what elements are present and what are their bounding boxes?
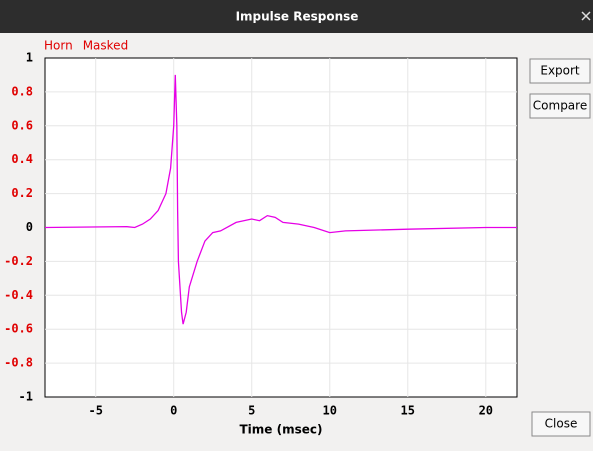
y-tick-label: 0.2 xyxy=(11,186,33,200)
legend-label: Horn xyxy=(44,39,73,53)
title-bar xyxy=(0,0,593,33)
y-tick-label: -0.8 xyxy=(4,356,33,370)
close-icon[interactable] xyxy=(581,11,591,21)
y-tick-label: 0.4 xyxy=(11,152,33,166)
legend-label: Masked xyxy=(83,39,128,53)
x-tick-label: -5 xyxy=(88,404,102,418)
x-tick-label: 15 xyxy=(401,404,415,418)
x-tick-label: 20 xyxy=(479,404,493,418)
y-tick-label: 0.8 xyxy=(11,84,33,98)
x-axis-label: Time (msec) xyxy=(240,423,323,437)
y-tick-label: 1 xyxy=(26,51,33,65)
y-tick-label: 0.6 xyxy=(11,118,33,132)
y-tick-label: -0.2 xyxy=(4,254,33,268)
x-tick-label: 0 xyxy=(170,404,177,418)
y-tick-label: -1 xyxy=(19,390,33,404)
button[interactable] xyxy=(531,411,591,437)
response-line xyxy=(44,74,517,325)
window-title: Impulse Response xyxy=(236,10,359,24)
y-tick-label: 0 xyxy=(26,220,33,234)
y-tick-label: -0.4 xyxy=(4,288,33,302)
button-label[interactable]: Close xyxy=(545,417,578,431)
x-tick-label: 10 xyxy=(323,404,337,418)
button[interactable] xyxy=(529,93,591,119)
button-label[interactable]: Export xyxy=(540,64,580,78)
y-tick-label: -0.6 xyxy=(4,322,33,336)
x-tick-label: 5 xyxy=(248,404,255,418)
button-label[interactable]: Compare xyxy=(533,99,587,113)
plot-area xyxy=(44,57,518,398)
button[interactable] xyxy=(529,58,591,84)
